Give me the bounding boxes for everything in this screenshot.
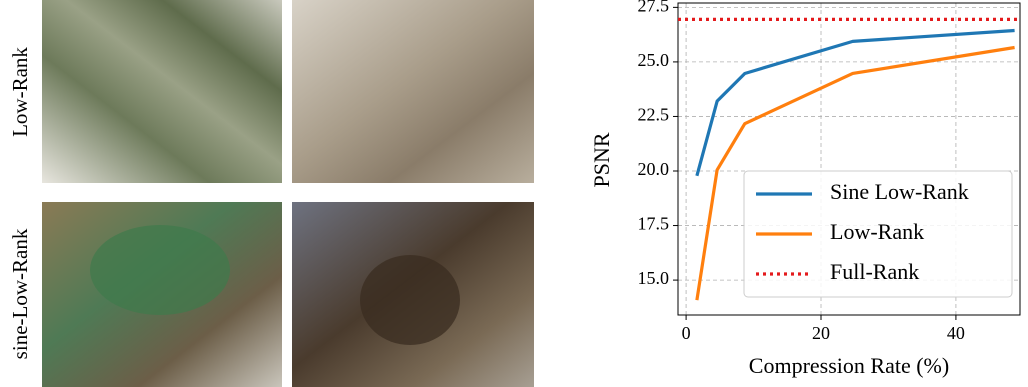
x-tick-label: 0 [682,323,691,343]
y-tick-label: 15.0 [638,268,670,288]
legend-label: Full-Rank [830,259,919,284]
line [695,28,1015,177]
x-tick-label: 20 [812,323,830,343]
y-axis-label: PSNR [589,132,614,187]
y-tick-label: 25.0 [638,50,670,70]
x-tick-label: 40 [947,323,965,343]
row-label: sine-Low-Rank [8,228,32,359]
image [42,0,282,183]
chart: 15.0 17.5 20.0 22.5 25.0 27.5 0 20 40 Compression… [589,0,1021,378]
y-tick-label: 17.5 [638,214,670,234]
y-tick-label: 22.5 [638,105,670,125]
legend-label: Low-Rank [830,219,924,244]
image [292,0,534,183]
y-tick-label: 20.0 [638,159,670,179]
row-label: Low-Rank [8,47,32,137]
image-detail [360,255,460,345]
plot-frame [677,2,1021,316]
line [695,45,1015,301]
y-tick-label: 27.5 [638,0,670,15]
legend-box [743,170,1013,298]
x-axis-label: Compression Rate (%) [749,353,949,378]
image-detail [90,225,230,315]
legend-label: Sine Low-Rank [830,179,969,204]
